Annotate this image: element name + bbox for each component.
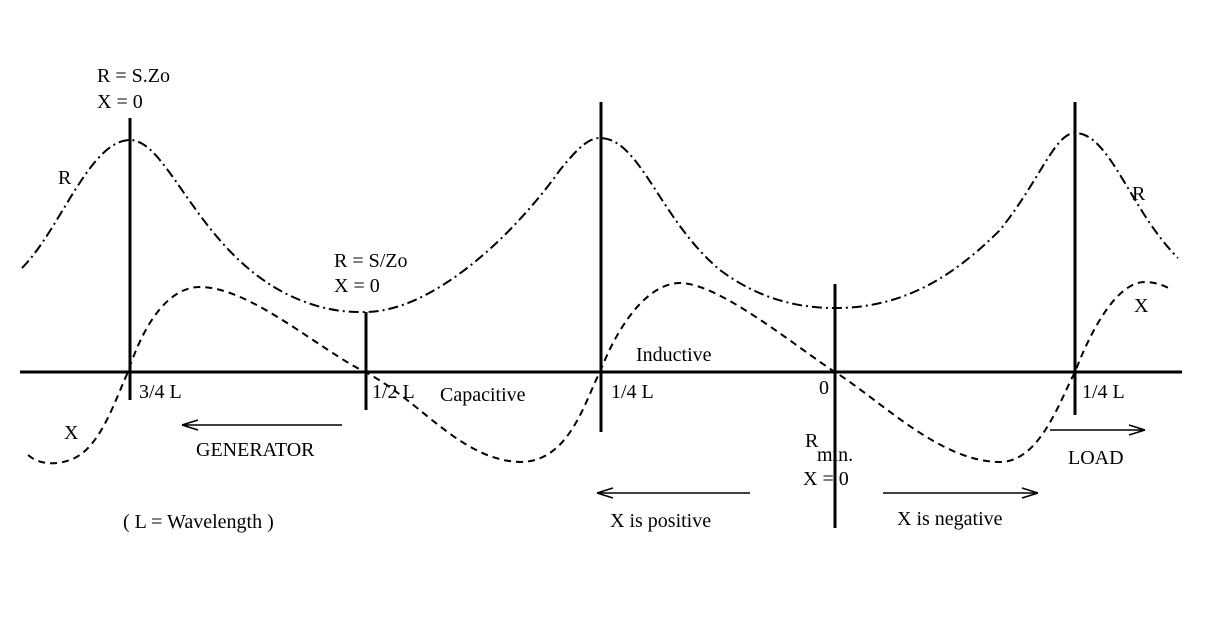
label: X = 0 — [97, 91, 143, 113]
arrow — [181, 419, 342, 431]
label: R — [805, 430, 819, 452]
label: 1/4 L — [1082, 381, 1125, 403]
label: R = S.Zo — [97, 65, 170, 87]
label: ( L = Wavelength ) — [123, 511, 274, 533]
label: R — [1132, 183, 1146, 205]
label: Inductive — [636, 344, 712, 366]
arrow — [596, 487, 750, 499]
label: R — [58, 167, 72, 189]
label: 1/4 L — [611, 381, 654, 403]
label: R = S/Zo — [334, 250, 408, 272]
label: GENERATOR — [196, 439, 315, 461]
label: X — [64, 422, 79, 444]
r-curve — [21, 131, 1179, 314]
label: X = 0 — [334, 275, 380, 297]
label: X is positive — [610, 510, 711, 532]
label: Capacitive — [440, 384, 526, 406]
label: min. — [817, 444, 853, 466]
arrow — [883, 487, 1039, 499]
label: 3/4 L — [139, 381, 182, 403]
label: X — [1134, 295, 1149, 317]
x-curve — [27, 280, 1173, 465]
label: X is negative — [897, 508, 1003, 530]
label: X = 0 — [803, 468, 849, 490]
label: LOAD — [1068, 447, 1124, 469]
label: 0 — [819, 377, 829, 399]
arrow — [1050, 424, 1146, 436]
label: 1/2 L — [372, 381, 415, 403]
